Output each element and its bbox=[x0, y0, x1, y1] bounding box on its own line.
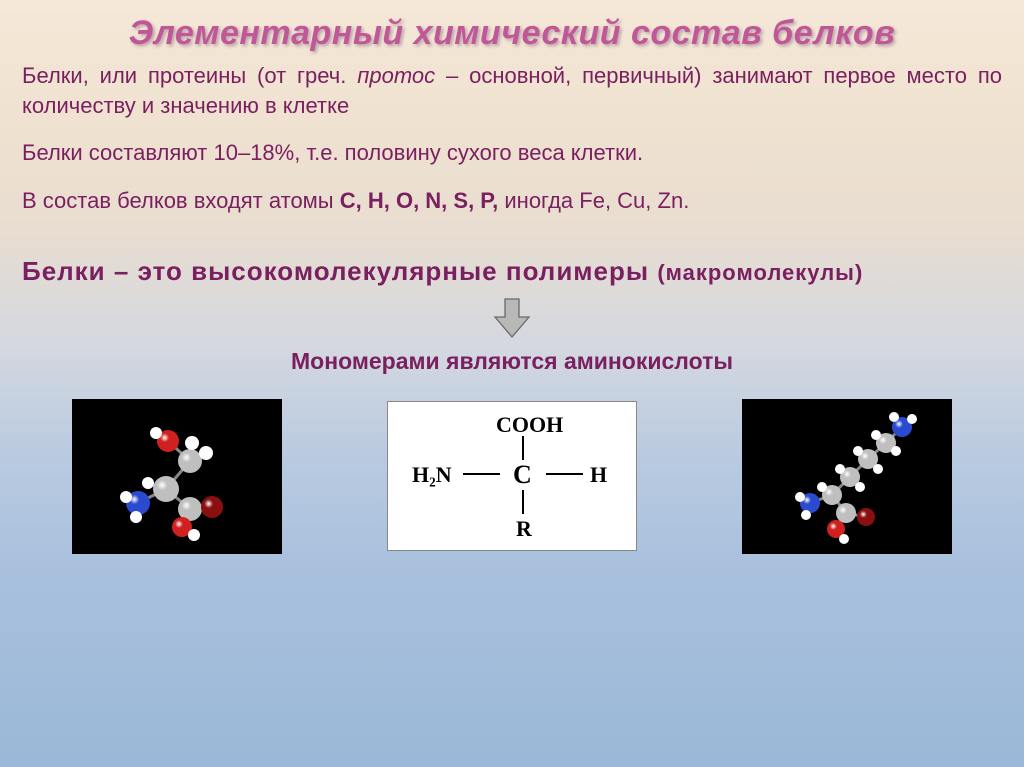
amino-acid-structural-formula: COOH H₂N C H R bbox=[387, 401, 637, 551]
paragraph-2: Белки составляют 10–18%, т.е. половину с… bbox=[22, 138, 1002, 168]
text: иногда Fe, Cu, Zn. bbox=[498, 188, 689, 213]
paragraph-3: В состав белков входят атомы C, H, O, N,… bbox=[22, 186, 1002, 216]
headline-polymers: Белки – это высокомолекулярные полимеры … bbox=[22, 256, 1002, 287]
molecule-render-left bbox=[72, 399, 282, 554]
text: В состав белков входят атомы bbox=[22, 188, 340, 213]
text-italic: протос bbox=[357, 63, 435, 88]
paragraph-1: Белки, или протеины (от греч. протос – о… bbox=[22, 61, 1002, 120]
label-h: H bbox=[590, 462, 607, 488]
label-h2n: H₂N bbox=[412, 462, 452, 488]
molecule-left-svg bbox=[72, 399, 282, 554]
arrow-path bbox=[495, 299, 529, 337]
content-block: Белки, или протеины (от греч. протос – о… bbox=[0, 61, 1024, 375]
molecule-render-right bbox=[742, 399, 952, 554]
image-row: COOH H₂N C H R bbox=[0, 399, 1024, 554]
text: Белки, или протеины (от греч. bbox=[22, 63, 357, 88]
arrow-down bbox=[22, 295, 1002, 344]
text-bold: C, H, O, N, S, P, bbox=[340, 188, 499, 213]
molecule-right-svg bbox=[742, 399, 952, 554]
arrow-down-icon bbox=[491, 295, 533, 339]
label-c: C bbox=[513, 460, 532, 490]
label-r: R bbox=[516, 516, 532, 542]
text: Белки – это высокомолекулярные полимеры bbox=[22, 256, 657, 286]
text-small: (макромолекулы) bbox=[657, 260, 863, 285]
page-title: Элементарный химический состав белков bbox=[0, 0, 1024, 61]
headline-monomers: Мономерами являются аминокислоты bbox=[22, 348, 1002, 375]
